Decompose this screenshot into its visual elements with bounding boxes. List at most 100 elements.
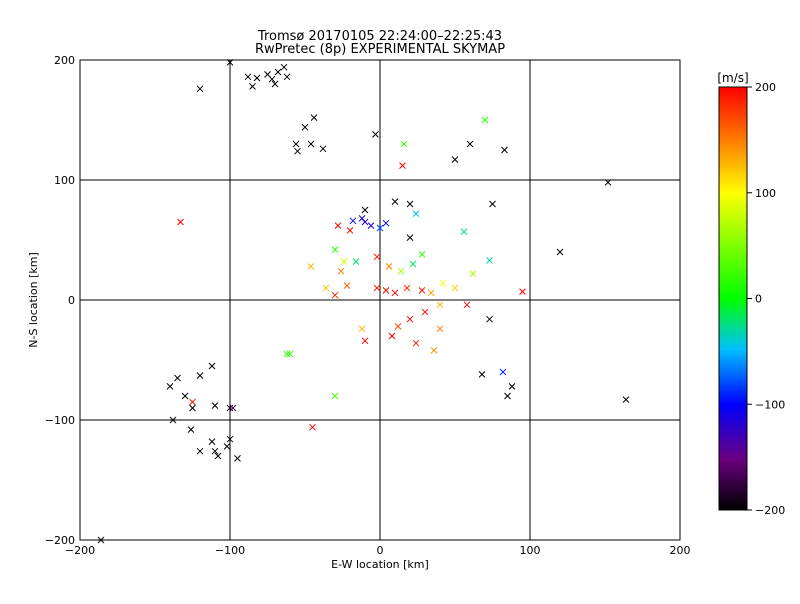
data-point-cross [189, 404, 196, 412]
y-tick-label: −100 [45, 414, 75, 427]
x-axis-label: E-W location [km] [331, 558, 429, 571]
data-point-cross [331, 291, 339, 299]
data-point-cross [234, 455, 241, 462]
data-point-cross [169, 416, 177, 424]
data-point-cross [309, 423, 316, 431]
data-point-cross [196, 447, 204, 455]
colorbar-tick-label: −200 [755, 504, 785, 517]
y-axis-label: N-S location [km] [27, 252, 40, 348]
data-point-cross [399, 162, 406, 169]
data-point-cross [397, 267, 405, 275]
y-tick-label: 0 [68, 294, 75, 307]
plot-area [80, 60, 680, 540]
colorbar [718, 86, 748, 511]
data-point-cross [418, 287, 426, 294]
y-tick-label: 100 [54, 174, 75, 187]
data-point-cross [214, 452, 222, 460]
data-point-cross [391, 289, 399, 297]
data-point-cross [481, 116, 489, 124]
colorbar-tick-label: −100 [755, 398, 785, 411]
data-point-cross [280, 63, 288, 71]
data-point-cross [466, 140, 474, 148]
data-point-cross [226, 435, 234, 443]
data-point-cross [430, 347, 438, 354]
data-point-cross [486, 257, 493, 264]
data-point-cross [358, 215, 366, 222]
x-tick-label: 0 [377, 544, 384, 557]
data-point-cross [361, 206, 369, 214]
colorbar-tick-label: 200 [755, 81, 776, 94]
data-point-cross [403, 284, 411, 292]
data-point-cross [208, 362, 216, 370]
data-point-cross [508, 383, 516, 390]
x-tick-label: −200 [65, 544, 95, 557]
x-tick-label: 100 [520, 544, 541, 557]
data-point-cross [436, 325, 444, 333]
x-tick-label: 200 [670, 544, 691, 557]
y-tick-labels: −200 −100 0 100 200 [45, 54, 75, 547]
data-point-cross [244, 73, 252, 81]
data-point-cross [367, 222, 375, 229]
data-point-cross [376, 224, 384, 232]
data-point-cross [211, 402, 219, 409]
data-point-cross [283, 73, 291, 81]
data-point-cross [307, 140, 315, 148]
data-point-cross [556, 248, 564, 256]
data-point-cross [451, 284, 459, 292]
data-point-cross [331, 392, 339, 400]
data-point-cross [478, 371, 486, 378]
data-point-cross [283, 350, 291, 358]
data-point-cross [412, 210, 420, 217]
chart-subtitle: RwPretec (8p) EXPERIMENTAL SKYMAP [255, 42, 505, 57]
data-point-cross [391, 198, 399, 205]
data-point-cross [271, 80, 279, 88]
data-point-cross [343, 282, 351, 289]
chart-title: Tromsø 20170105 22:24:00–22:25:43 [257, 29, 502, 44]
data-point-cross [427, 289, 435, 297]
data-point-cross [373, 253, 381, 261]
y-tick-label: 200 [54, 54, 75, 67]
data-point-cross [226, 404, 234, 412]
data-point-cross [187, 426, 195, 433]
data-point-cross [331, 246, 339, 253]
data-point-cross [211, 447, 219, 455]
data-point-cross [406, 200, 414, 208]
data-point-cross [501, 146, 508, 154]
data-point-cross [604, 179, 612, 186]
colorbar-tick-label: 0 [755, 293, 762, 306]
colorbar-tick-labels: 200 100 0 −100 −200 [747, 81, 785, 517]
data-point-cross [196, 85, 204, 93]
data-point-cross [292, 140, 300, 148]
data-point-cross [181, 392, 189, 400]
data-point-cross [412, 339, 420, 347]
x-tick-labels: −200 −100 0 100 200 [65, 544, 691, 557]
data-point-cross [486, 315, 493, 323]
y-tick-label: −200 [45, 534, 75, 547]
data-point-cross [489, 200, 496, 208]
data-points [97, 59, 630, 544]
data-point-cross [436, 301, 444, 309]
data-point-cross [310, 114, 318, 121]
data-point-cross [421, 308, 429, 316]
data-point-cross [388, 332, 396, 340]
data-point-cross [307, 263, 315, 270]
data-point-cross [349, 217, 357, 225]
data-point-cross [385, 263, 393, 270]
data-point-cross [373, 284, 381, 292]
data-point-cross [253, 74, 261, 82]
data-point-cross [504, 392, 511, 400]
data-point-cross [223, 443, 231, 450]
data-point-cross [268, 75, 276, 83]
data-point-cross [334, 222, 342, 229]
data-point-cross [340, 258, 348, 265]
data-point-cross [352, 258, 360, 265]
data-point-cross [174, 374, 181, 382]
data-point-cross [372, 131, 379, 138]
data-point-cross [499, 368, 507, 376]
data-point-cross [294, 147, 301, 155]
data-point-cross [286, 350, 294, 358]
data-point-cross [406, 315, 414, 323]
data-point-cross [382, 287, 390, 294]
